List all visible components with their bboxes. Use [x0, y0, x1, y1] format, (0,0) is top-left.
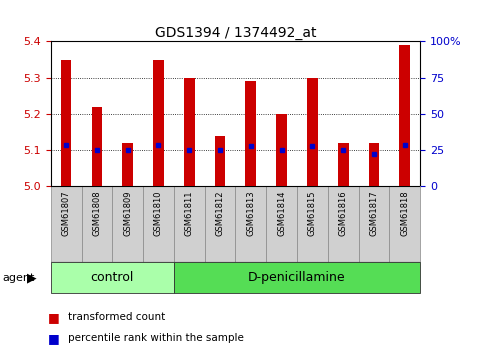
Bar: [369, 143, 380, 186]
Bar: [236, 186, 266, 262]
Bar: [245, 81, 256, 186]
Bar: [328, 186, 358, 262]
Bar: [174, 186, 205, 262]
Bar: [153, 60, 164, 186]
Text: GSM61818: GSM61818: [400, 190, 409, 236]
Bar: [214, 136, 226, 186]
Text: GSM61814: GSM61814: [277, 190, 286, 236]
Text: GSM61813: GSM61813: [246, 190, 256, 236]
Bar: [276, 114, 287, 186]
Text: GSM61808: GSM61808: [92, 190, 101, 236]
Bar: [297, 186, 328, 262]
Bar: [338, 143, 349, 186]
Bar: [205, 186, 236, 262]
Bar: [143, 186, 174, 262]
Title: GDS1394 / 1374492_at: GDS1394 / 1374492_at: [155, 26, 316, 40]
Bar: [61, 60, 71, 186]
Bar: [399, 45, 410, 186]
Bar: [184, 78, 195, 186]
Text: transformed count: transformed count: [68, 313, 165, 322]
Text: agent: agent: [2, 273, 35, 283]
Text: GSM61817: GSM61817: [369, 190, 379, 236]
Text: GSM61815: GSM61815: [308, 190, 317, 236]
Bar: [307, 78, 318, 186]
Text: ▶: ▶: [27, 271, 36, 284]
Bar: [91, 107, 102, 186]
Bar: [389, 186, 420, 262]
Bar: [358, 186, 389, 262]
Text: ■: ■: [48, 332, 60, 345]
Text: GSM61812: GSM61812: [215, 190, 225, 236]
Text: GSM61807: GSM61807: [62, 190, 71, 236]
Text: control: control: [91, 271, 134, 284]
Bar: [174, 262, 420, 293]
Text: GSM61810: GSM61810: [154, 190, 163, 236]
Bar: [82, 186, 112, 262]
Bar: [51, 186, 82, 262]
Bar: [122, 143, 133, 186]
Bar: [266, 186, 297, 262]
Text: percentile rank within the sample: percentile rank within the sample: [68, 333, 243, 343]
Text: GSM61816: GSM61816: [339, 190, 348, 236]
Text: D-penicillamine: D-penicillamine: [248, 271, 346, 284]
Bar: [51, 262, 174, 293]
Text: ■: ■: [48, 311, 60, 324]
Bar: [112, 186, 143, 262]
Text: GSM61811: GSM61811: [185, 190, 194, 236]
Text: GSM61809: GSM61809: [123, 190, 132, 236]
